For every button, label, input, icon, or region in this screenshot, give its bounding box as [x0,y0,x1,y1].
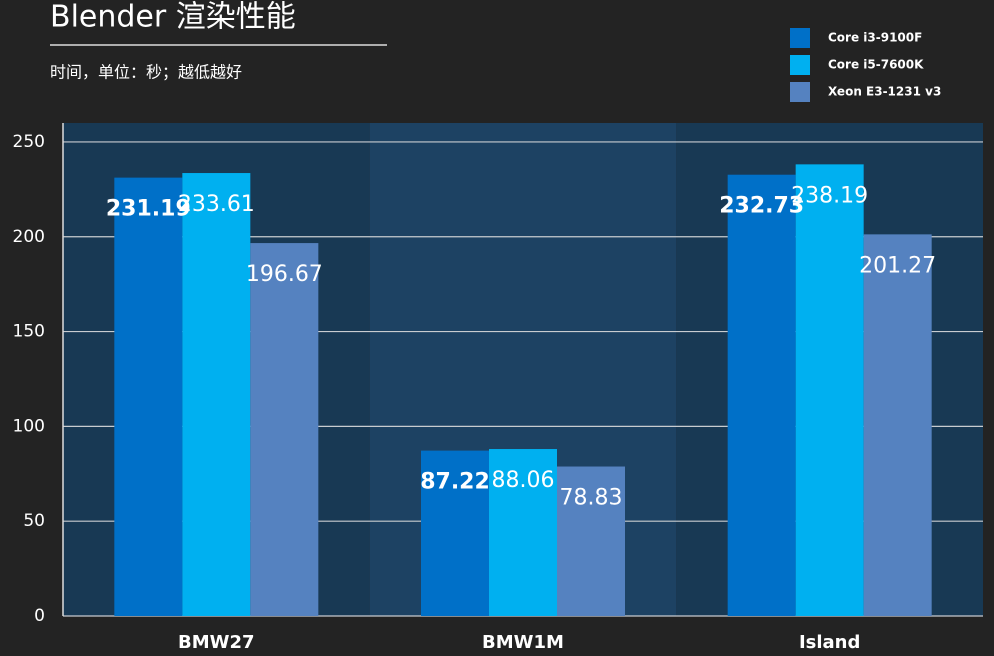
y-tick-label: 200 [13,227,45,247]
bar [421,450,489,616]
x-tick-label: BMW27 [178,632,255,653]
data-label: 87.22 [420,470,490,495]
y-tick-label: 100 [13,416,45,436]
legend-label: Core i3-9100F [828,31,922,45]
legend-label: Xeon E3-1231 v3 [828,85,941,99]
data-label: 201.27 [859,253,936,278]
legend-label: Core i5-7600K [828,58,924,72]
bar [250,243,319,616]
y-tick-label: 250 [13,132,45,152]
legend-swatch [790,28,810,48]
data-label: 196.67 [246,262,323,287]
data-label: 232.73 [719,194,804,219]
data-label: 238.19 [791,183,868,208]
legend-swatch [790,55,810,75]
bar [557,466,625,616]
bar [489,449,557,616]
data-label: 88.06 [492,468,555,493]
y-tick-label: 50 [23,511,45,531]
bar [727,174,796,616]
x-tick-label: BMW1M [482,632,564,653]
data-label: 231.19 [106,197,191,222]
y-tick-label: 150 [13,322,45,342]
x-tick-label: Island [799,632,860,653]
legend-swatch [790,82,810,102]
bar [182,173,251,617]
bar [863,234,932,616]
chart-subtitle: 时间，单位：秒；越低越好 [50,63,242,82]
y-tick-label: 0 [34,606,45,626]
data-label: 78.83 [560,486,623,511]
bar [114,177,183,617]
bar [795,164,864,617]
chart-title: Blender 渲染性能 [50,0,296,35]
data-label: 233.61 [178,192,255,217]
